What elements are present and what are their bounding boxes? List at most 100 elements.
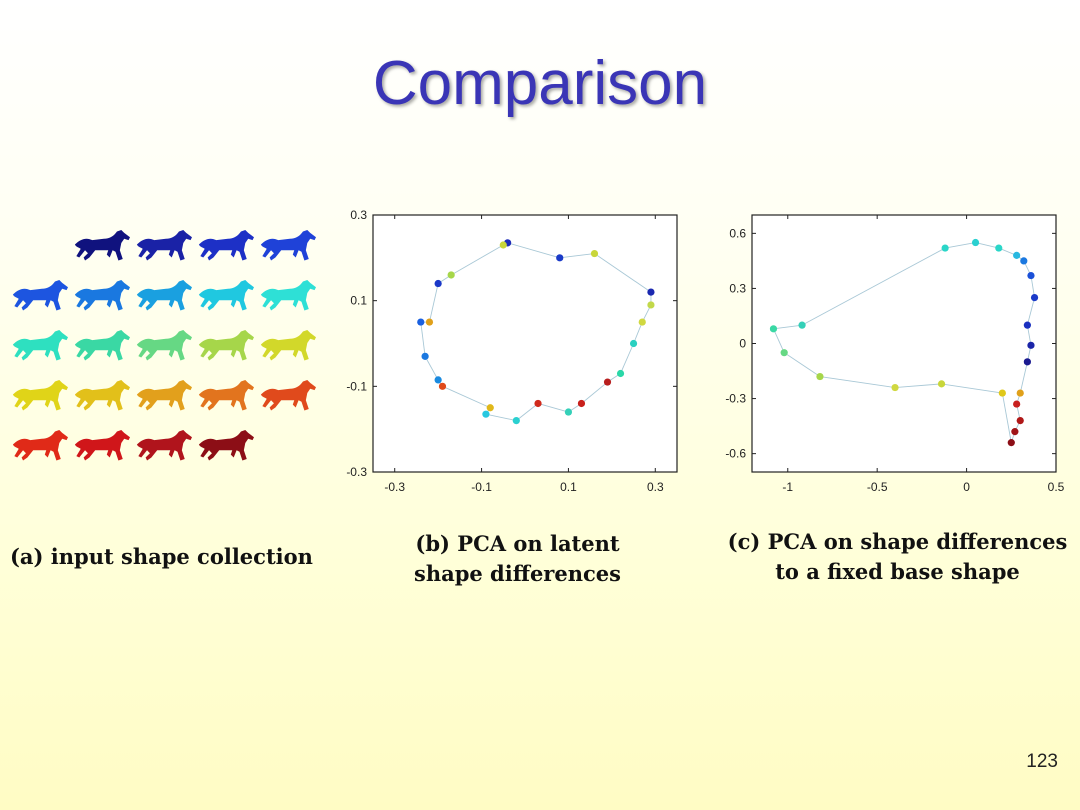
data-point xyxy=(438,382,447,390)
connection-line xyxy=(420,322,426,357)
connection-line xyxy=(783,352,821,377)
y-tick-label: 0.6 xyxy=(729,226,746,240)
caption-c-line1: (c) PCA on shape differences xyxy=(727,529,1068,554)
data-point xyxy=(590,249,599,258)
data-point xyxy=(577,399,586,408)
data-point xyxy=(1013,400,1021,408)
caption-c-line2: to a fixed base shape xyxy=(775,559,1020,584)
data-point xyxy=(816,372,824,381)
data-point xyxy=(998,389,1006,397)
data-point xyxy=(417,318,425,326)
slide-title: Comparison xyxy=(372,49,708,118)
data-point xyxy=(937,380,946,388)
data-point xyxy=(603,378,612,386)
connection-line xyxy=(895,383,942,389)
data-point xyxy=(499,241,507,249)
connection-line xyxy=(941,383,1003,394)
page-number: 123 xyxy=(1026,751,1058,772)
connection-line xyxy=(801,247,946,326)
connection-line xyxy=(581,381,608,404)
data-point xyxy=(1027,271,1035,280)
data-point xyxy=(1023,358,1031,366)
chart-c-plot-area xyxy=(751,214,1057,473)
x-tick-label: -1 xyxy=(782,480,793,494)
x-tick-label: -0.5 xyxy=(867,480,888,494)
x-tick-label: -0.3 xyxy=(384,480,405,494)
data-point xyxy=(482,410,490,418)
data-point xyxy=(1007,439,1015,447)
data-point xyxy=(425,318,434,326)
connection-line xyxy=(516,403,539,421)
data-point xyxy=(512,417,520,425)
caption-b-line2: shape differences xyxy=(414,561,621,586)
data-point xyxy=(434,376,442,384)
connection-line xyxy=(537,403,569,413)
connection-line xyxy=(1030,275,1035,298)
connection-line xyxy=(1019,361,1028,394)
y-tick-label: 0.3 xyxy=(350,208,367,222)
data-point xyxy=(534,399,542,408)
x-tick-label: 0.3 xyxy=(647,480,664,494)
x-tick-label: 0 xyxy=(963,480,970,494)
data-point xyxy=(1011,428,1019,436)
caption-a: (a) input shape collection xyxy=(10,544,313,569)
data-point xyxy=(638,318,646,326)
data-point xyxy=(434,279,442,288)
connection-line xyxy=(773,328,785,353)
caption-b-line1: (b) PCA on latent xyxy=(415,531,620,556)
y-tick-label: -0.3 xyxy=(725,392,746,406)
x-tick-label: 0.1 xyxy=(560,480,577,494)
connection-line xyxy=(945,242,976,249)
data-point xyxy=(616,369,625,378)
y-tick-label: -0.3 xyxy=(346,465,367,479)
connection-line xyxy=(620,343,634,374)
data-point xyxy=(971,238,980,247)
x-tick-label: -0.1 xyxy=(471,480,492,494)
connection-line xyxy=(424,356,439,381)
connection-line xyxy=(429,283,439,323)
connection-line xyxy=(485,413,517,422)
data-point xyxy=(798,321,806,329)
data-point xyxy=(780,349,788,357)
connection-line xyxy=(594,253,652,293)
data-point xyxy=(995,244,1003,252)
y-tick-label: 0.1 xyxy=(350,294,367,308)
data-point xyxy=(1016,417,1024,425)
connection-line xyxy=(1026,297,1035,326)
data-point xyxy=(891,383,899,392)
connection-line xyxy=(773,324,803,330)
data-point xyxy=(647,288,655,296)
caption-b: (b) PCA on latent shape differences xyxy=(375,529,660,589)
x-tick-label: 0.5 xyxy=(1048,480,1065,494)
caption-c: (c) PCA on shape differences to a fixed … xyxy=(715,527,1080,587)
data-point xyxy=(1016,389,1024,397)
connection-line xyxy=(819,376,896,389)
data-point xyxy=(1023,321,1031,329)
data-point xyxy=(1020,257,1028,265)
connection-line xyxy=(450,244,504,276)
y-tick-label: 0 xyxy=(739,337,746,351)
connection-line xyxy=(559,253,595,259)
connection-line xyxy=(507,242,560,259)
connection-line xyxy=(975,242,999,249)
data-point xyxy=(629,339,638,348)
connection-line xyxy=(442,385,491,409)
data-point xyxy=(421,352,429,360)
connection-line xyxy=(1001,392,1012,443)
y-tick-label: 0.3 xyxy=(729,281,746,295)
data-point xyxy=(1030,294,1039,302)
y-tick-label: -0.1 xyxy=(346,379,367,393)
data-point xyxy=(647,301,655,309)
connection-line xyxy=(633,321,643,344)
data-point xyxy=(447,271,455,279)
data-point xyxy=(486,404,494,412)
data-point xyxy=(769,325,778,333)
data-point xyxy=(556,254,564,262)
data-point xyxy=(564,408,573,416)
data-point xyxy=(1027,341,1035,349)
y-tick-label: -0.6 xyxy=(725,447,746,461)
data-point xyxy=(941,244,949,252)
data-point xyxy=(1013,251,1021,259)
